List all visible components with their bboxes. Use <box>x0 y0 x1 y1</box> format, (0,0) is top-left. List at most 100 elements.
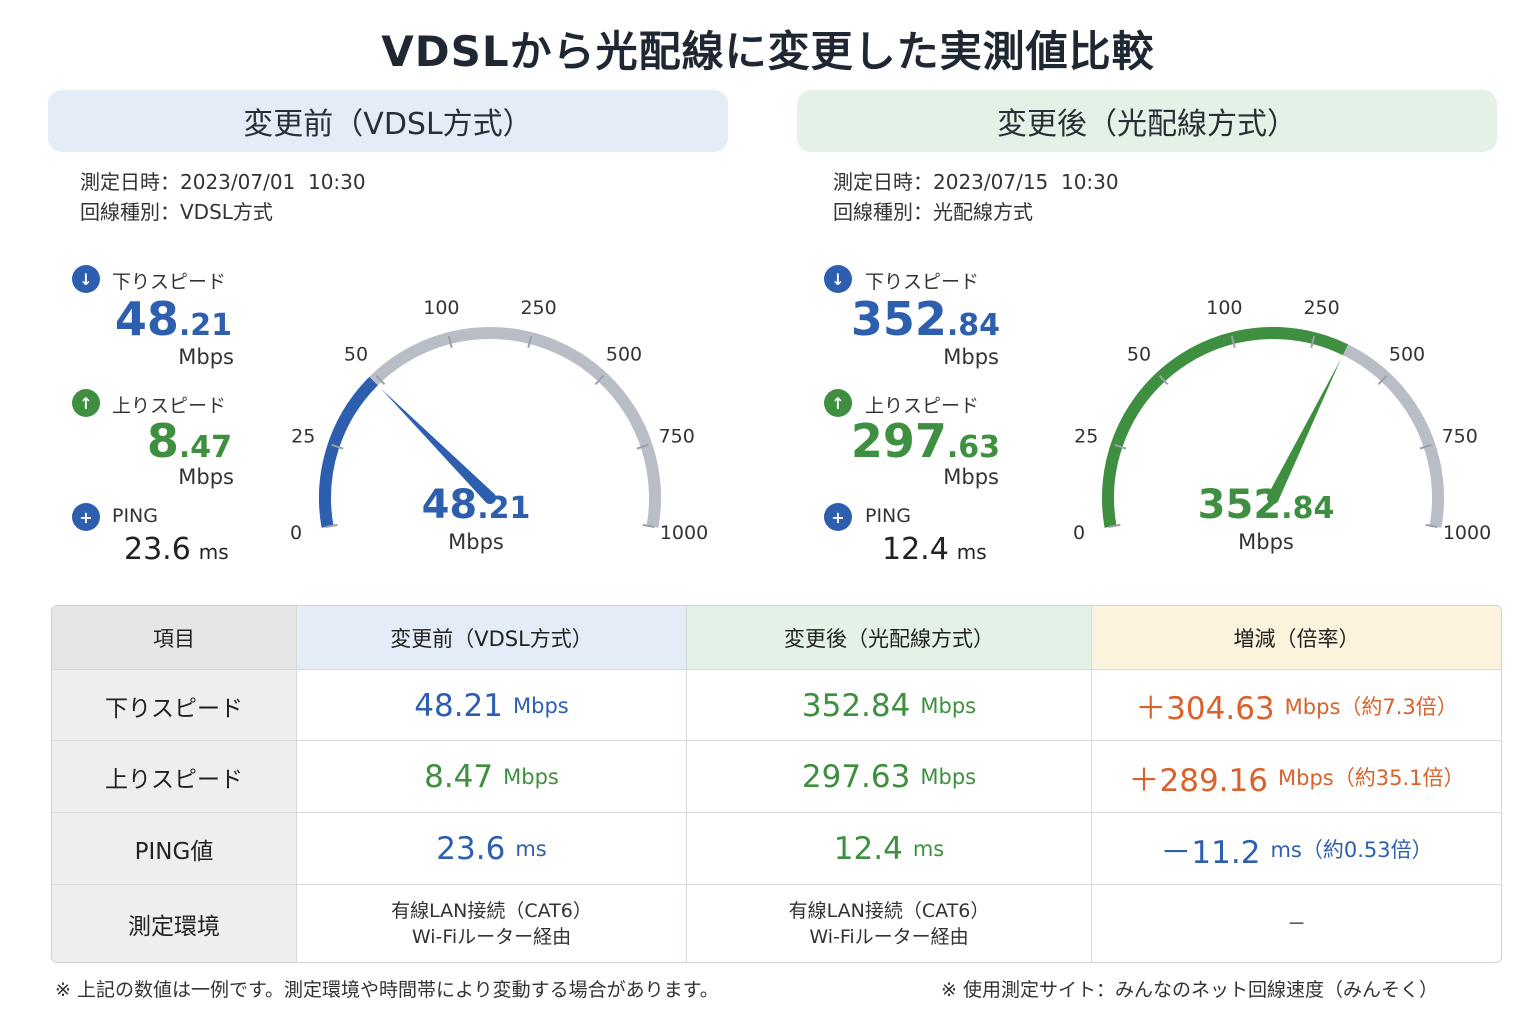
after-gauge-fill <box>1102 327 1349 528</box>
row-label: 下りスピード <box>52 670 296 741</box>
after-cell: 352.84 Mbps <box>686 670 1091 741</box>
after-gauge-unit: Mbps <box>1238 530 1294 554</box>
after-meta: 測定日時：2023/07/15 10:30 回線種別：光配線方式 <box>833 167 1119 227</box>
before-gauge-needle <box>380 388 495 503</box>
ping-icon: + <box>72 503 100 531</box>
header-after: 変更後（光配線方式） <box>686 606 1091 669</box>
before-ping-label: PING <box>112 505 158 527</box>
after-cell: 12.4 ms <box>686 813 1091 885</box>
before-download-unit: Mbps <box>178 345 234 369</box>
ping-icon: + <box>824 503 852 531</box>
comparison-table: 項目 変更前（VDSL方式） 変更後（光配線方式） 増減（倍率） 下りスピード … <box>51 605 1502 963</box>
table-row: 上りスピード 8.47 Mbps 297.63 Mbps ＋289.16 Mbps（約… <box>52 740 1501 813</box>
diff-env-cell: － <box>1091 885 1501 962</box>
diff-cell: ＋304.63 Mbps（約7.3倍） <box>1091 670 1501 741</box>
after-gauge-tick-label: 50 <box>1127 344 1151 366</box>
before-gauge-tick-label: 25 <box>291 425 315 447</box>
row-label: PING値 <box>52 813 296 885</box>
before-gauge-tick-label: 750 <box>659 425 695 447</box>
before-gauge-tick-label: 0 <box>290 522 302 544</box>
after-date: 測定日時：2023/07/15 10:30 <box>833 170 1119 194</box>
diff-cell: ＋289.16 Mbps（約35.1倍） <box>1091 741 1501 813</box>
before-gauge-tick-label: 1000 <box>660 522 708 544</box>
before-env-cell: 有線LAN接続（CAT6） Wi-Fiルーター経由 <box>296 885 686 962</box>
after-gauge-tick-label: 750 <box>1442 425 1478 447</box>
after-gauge-value: 352.84 <box>1197 482 1335 528</box>
after-gauge-tick-label: 100 <box>1206 297 1242 319</box>
download-arrow-icon: ↓ <box>824 265 852 293</box>
upload-arrow-icon: ↑ <box>824 389 852 417</box>
header-diff: 増減（倍率） <box>1091 606 1501 669</box>
before-gauge-unit: Mbps <box>448 530 504 554</box>
before-cell: 8.47 Mbps <box>296 741 686 813</box>
after-upload-label: 上りスピード <box>865 395 980 417</box>
after-ping-value: 12.4 ms <box>882 532 987 567</box>
row-label: 上りスピード <box>52 741 296 813</box>
before-upload-value: 8.47 <box>146 414 232 468</box>
before-panel-header: 変更前（VDSL方式） <box>48 90 728 152</box>
before-gauge-tick-label: 100 <box>423 297 459 319</box>
after-env-cell: 有線LAN接続（CAT6） Wi-Fiルーター経由 <box>686 885 1091 962</box>
download-arrow-icon: ↓ <box>72 265 100 293</box>
before-gauge-tick-mark <box>331 443 344 450</box>
after-gauge-tick-mark <box>1108 523 1121 528</box>
after-gauge-tick-mark <box>1419 443 1432 450</box>
after-speed-gauge: 0 25 50 100 250 500 750 1000 <box>1073 297 1491 544</box>
before-gauge-needle-hub <box>484 492 496 504</box>
before-meta: 測定日時：2023/07/01 10:30 回線種別：VDSL方式 <box>80 167 366 227</box>
before-gauge-tick-mark <box>642 523 655 528</box>
table-row: 下りスピード 48.21 Mbps 352.84 Mbps ＋304.63 Mbps（… <box>52 669 1501 741</box>
after-download-label: 下りスピード <box>865 271 980 293</box>
before-gauge-tick-mark <box>594 374 605 386</box>
footnote-source: ※ 使用測定サイト：みんなのネット回線速度（みんそく） <box>941 979 1438 1001</box>
before-download-value: 48.21 <box>114 292 232 346</box>
after-gauge-tick-mark <box>1158 374 1169 386</box>
after-gauge-tick-mark <box>1114 443 1127 450</box>
before-gauge-tick-label: 50 <box>344 344 368 366</box>
after-gauge-tick-label: 1000 <box>1443 522 1491 544</box>
after-gauge-tick-mark <box>1230 335 1236 349</box>
diff-cell: －11.2 ms（約0.53倍） <box>1091 813 1501 885</box>
before-gauge-tick-label: 250 <box>520 297 556 319</box>
table-row: 測定環境 有線LAN接続（CAT6） Wi-Fiルーター経由 有線LAN接続（CA… <box>52 884 1501 962</box>
header-item: 項目 <box>52 606 296 669</box>
after-gauge-tick-label: 0 <box>1073 522 1085 544</box>
row-label: 測定環境 <box>52 885 296 962</box>
after-gauge-tick-label: 250 <box>1303 297 1339 319</box>
before-gauge-tick-label: 500 <box>606 344 642 366</box>
after-gauge-tick-label: 500 <box>1389 344 1425 366</box>
before-download-label: 下りスピード <box>112 271 227 293</box>
before-line-type: 回線種別：VDSL方式 <box>80 200 273 224</box>
before-gauge-tick-mark <box>447 335 453 349</box>
footnote-disclaimer: ※ 上記の数値は一例です。測定環境や時間帯により変動する場合があります。 <box>55 979 719 1001</box>
after-panel-header: 変更後（光配線方式） <box>797 90 1497 152</box>
header-before: 変更前（VDSL方式） <box>296 606 686 669</box>
table-row: PING値 23.6 ms 12.4 ms －11.2 ms（約0.53倍） <box>52 812 1501 885</box>
after-gauge-tick-mark <box>1377 374 1388 386</box>
upload-arrow-icon: ↑ <box>72 389 100 417</box>
before-speed-gauge: 0 25 50 100 250 500 750 1000 <box>290 297 708 544</box>
before-gauge-tick-mark <box>636 443 649 450</box>
after-line-type: 回線種別：光配線方式 <box>833 200 1033 224</box>
after-download-value: 352.84 <box>850 292 1000 346</box>
table-header-row: 項目 変更前（VDSL方式） 変更後（光配線方式） 増減（倍率） <box>52 606 1501 669</box>
after-gauge-tick-mark <box>1310 335 1316 349</box>
after-cell: 297.63 Mbps <box>686 741 1091 813</box>
before-gauge-tick-mark <box>325 523 338 528</box>
after-upload-unit: Mbps <box>943 465 999 489</box>
after-gauge-tick-label: 25 <box>1074 425 1098 447</box>
before-date: 測定日時：2023/07/01 10:30 <box>80 170 366 194</box>
after-gauge-needle-hub <box>1267 492 1279 504</box>
before-cell: 23.6 ms <box>296 813 686 885</box>
before-ping-value: 23.6 ms <box>124 532 229 567</box>
after-gauge-needle <box>1267 358 1342 501</box>
before-upload-unit: Mbps <box>178 465 234 489</box>
before-gauge-tick-mark <box>527 335 533 349</box>
before-cell: 48.21 Mbps <box>296 670 686 741</box>
before-upload-label: 上りスピード <box>112 395 227 417</box>
before-gauge-value: 48.21 <box>421 482 531 528</box>
after-download-unit: Mbps <box>943 345 999 369</box>
after-gauge-tick-mark <box>1425 523 1438 528</box>
after-upload-value: 297.63 <box>850 414 1000 468</box>
page-title: VDSLから光配線に変更した実測値比較 <box>381 27 1155 76</box>
